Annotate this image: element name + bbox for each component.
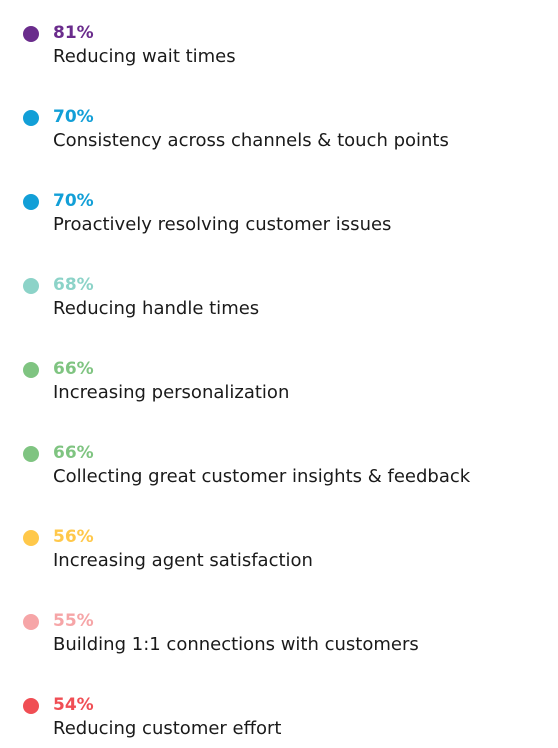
stat-percent: 55% — [53, 611, 94, 631]
stat-item: 81% Reducing wait times — [0, 0, 558, 67]
stat-label: Reducing wait times — [53, 46, 236, 67]
bullet-dot-icon — [23, 362, 39, 378]
bullet-dot-icon — [23, 26, 39, 42]
stat-label: Increasing agent satisfaction — [53, 550, 313, 571]
stat-percent: 66% — [53, 443, 94, 463]
stat-label: Consistency across channels & touch poin… — [53, 130, 449, 151]
stat-item: 68% Reducing handle times — [0, 252, 558, 319]
stat-label: Proactively resolving customer issues — [53, 214, 392, 235]
stat-percent: 68% — [53, 275, 94, 295]
bullet-dot-icon — [23, 530, 39, 546]
bullet-dot-icon — [23, 698, 39, 714]
stat-percent: 56% — [53, 527, 94, 547]
stat-percent: 70% — [53, 191, 94, 211]
bullet-dot-icon — [23, 614, 39, 630]
stat-item: 54% Reducing customer effort — [0, 672, 558, 739]
stat-item: 66% Collecting great customer insights &… — [0, 420, 558, 487]
stat-item: 55% Building 1:1 connections with custom… — [0, 588, 558, 655]
stat-percent: 54% — [53, 695, 94, 715]
stat-label: Reducing handle times — [53, 298, 260, 319]
bullet-dot-icon — [23, 194, 39, 210]
bullet-dot-icon — [23, 446, 39, 462]
stat-item: 70% Proactively resolving customer issue… — [0, 168, 558, 235]
bullet-dot-icon — [23, 110, 39, 126]
stat-percent: 70% — [53, 107, 94, 127]
stat-label: Building 1:1 connections with customers — [53, 634, 419, 655]
stat-percent: 81% — [53, 23, 94, 43]
bullet-dot-icon — [23, 278, 39, 294]
stat-label: Increasing personalization — [53, 382, 290, 403]
stat-item: 70% Consistency across channels & touch … — [0, 84, 558, 151]
stat-percent: 66% — [53, 359, 94, 379]
stat-label: Collecting great customer insights & fee… — [53, 466, 471, 487]
stat-item: 66% Increasing personalization — [0, 336, 558, 403]
stat-item: 56% Increasing agent satisfaction — [0, 504, 558, 571]
stat-label: Reducing customer effort — [53, 718, 282, 739]
